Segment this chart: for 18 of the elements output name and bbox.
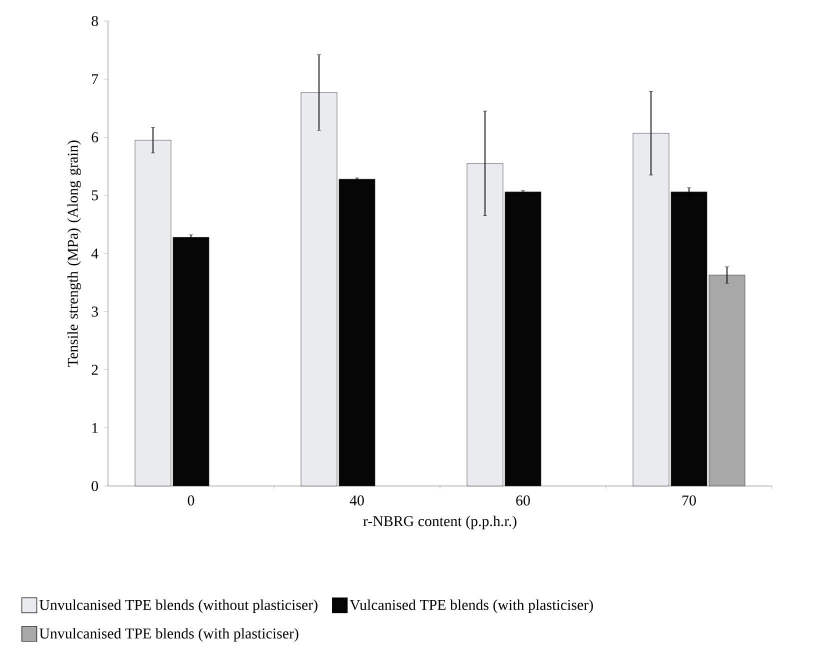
y-tick-label: 4 <box>91 248 98 258</box>
y-tick-label: 8 <box>92 16 98 26</box>
y-tick-label: 1 <box>92 422 98 433</box>
x-axis-title: r-NBRG content (p.p.h.r.) <box>363 516 516 530</box>
legend-label: Unvulcanised TPE blends (with plasticiser) <box>39 628 298 642</box>
y-tick-label: 7 <box>92 74 98 84</box>
x-tick-label: 40 <box>350 495 364 506</box>
y-axis-title: Tensile strength (MPa) (Along grain) <box>67 140 81 367</box>
x-tick-label: 0 <box>188 495 194 506</box>
y-tick-label: 5 <box>92 190 98 200</box>
legend-label: Vulcanised TPE blends (with plasticiser) <box>350 599 593 614</box>
x-tick-label: 70 <box>682 495 696 506</box>
y-tick-label: 3 <box>92 306 98 317</box>
legend-label: Unvulcanised TPE blends (without plasticiser) <box>39 599 318 614</box>
y-tick-label: 0 <box>92 480 98 492</box>
y-tick-label: 2 <box>92 364 98 375</box>
x-tick-label: 60 <box>516 495 530 506</box>
y-tick-label: 6 <box>92 132 98 142</box>
